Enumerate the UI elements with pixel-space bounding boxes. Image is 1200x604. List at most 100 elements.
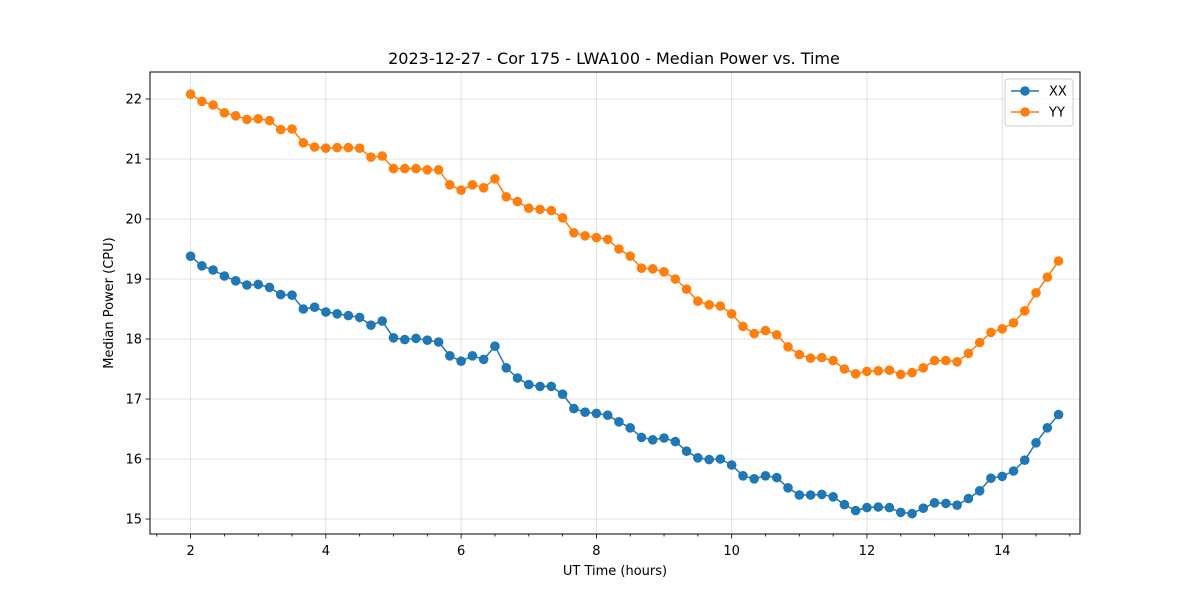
x-tick-label: 10 xyxy=(723,544,740,559)
data-point-yy xyxy=(681,284,692,295)
data-point-yy xyxy=(478,183,489,193)
data-point-yy xyxy=(738,321,748,332)
data-point-xx xyxy=(783,483,793,493)
data-point-xx xyxy=(997,471,1008,482)
data-point-xx xyxy=(354,312,365,323)
y-tick-label: 15 xyxy=(125,513,142,528)
data-point-yy xyxy=(602,234,613,245)
data-point-yy xyxy=(467,180,478,190)
data-point-yy xyxy=(512,196,523,207)
data-point-xx xyxy=(929,498,940,508)
data-point-yy xyxy=(433,165,444,175)
legend-label-xx: XX xyxy=(1049,85,1067,100)
data-point-yy xyxy=(185,89,196,99)
data-point-xx xyxy=(467,351,478,361)
chart-title: 2023-12-27 - Cor 175 - LWA100 - Median P… xyxy=(388,49,840,68)
data-point-yy xyxy=(309,142,320,152)
data-point-xx xyxy=(693,453,703,463)
data-point-yy xyxy=(693,296,703,307)
data-point-xx xyxy=(602,410,613,421)
x-tick-label: 6 xyxy=(457,544,465,559)
data-point-yy xyxy=(817,352,827,363)
y-tick-label: 16 xyxy=(125,453,142,468)
data-point-xx xyxy=(197,261,207,271)
data-point-xx xyxy=(501,363,512,373)
data-point-yy xyxy=(771,330,782,340)
data-point-yy xyxy=(298,138,309,148)
legend-item-yy: YY xyxy=(1011,106,1065,121)
data-point-xx xyxy=(974,486,985,496)
data-point-xx xyxy=(377,316,388,326)
data-point-xx xyxy=(422,335,433,346)
data-point-xx xyxy=(726,460,737,470)
data-point-yy xyxy=(614,244,624,254)
data-point-yy xyxy=(490,174,500,184)
data-point-yy xyxy=(986,327,996,338)
data-point-xx xyxy=(659,433,669,443)
legend-marker-yy xyxy=(1020,107,1030,117)
data-point-xx xyxy=(388,333,399,343)
y-tick-label: 20 xyxy=(125,213,142,228)
x-tick-label: 8 xyxy=(592,544,600,559)
data-point-yy xyxy=(591,232,602,243)
data-point-yy xyxy=(275,124,286,135)
data-point-yy xyxy=(253,114,264,124)
data-point-yy xyxy=(873,366,884,376)
data-point-xx xyxy=(839,499,850,510)
y-axis: 15 16 17 18 19 20 21 22 xyxy=(125,93,150,528)
y-tick-label: 22 xyxy=(125,93,142,108)
y-tick-label: 17 xyxy=(125,393,142,408)
y-tick-label: 21 xyxy=(125,153,142,168)
data-point-xx xyxy=(760,471,771,481)
data-point-xx xyxy=(242,280,252,290)
data-point-xx xyxy=(681,446,692,457)
data-point-yy xyxy=(941,355,951,366)
data-point-yy xyxy=(636,263,647,274)
data-point-yy xyxy=(1053,256,1064,266)
data-point-xx xyxy=(309,302,320,313)
data-point-xx xyxy=(490,341,500,352)
data-point-yy xyxy=(219,108,230,118)
data-point-xx xyxy=(1053,409,1064,420)
data-point-yy xyxy=(963,348,974,359)
data-point-xx xyxy=(343,310,354,321)
data-point-yy xyxy=(287,124,297,134)
data-point-yy xyxy=(839,364,850,374)
data-point-yy xyxy=(794,349,805,360)
data-point-xx xyxy=(512,373,523,383)
data-point-yy xyxy=(456,185,466,195)
data-point-yy xyxy=(862,366,872,377)
data-point-yy xyxy=(805,353,816,364)
data-point-yy xyxy=(783,342,793,352)
data-point-xx xyxy=(704,454,714,465)
legend-label-yy: YY xyxy=(1048,106,1065,121)
legend-item-xx: XX xyxy=(1011,85,1067,100)
data-point-xx xyxy=(670,436,681,447)
data-point-yy xyxy=(366,152,376,162)
data-point-yy xyxy=(647,264,658,274)
data-point-xx xyxy=(850,505,861,516)
data-point-xx xyxy=(185,251,196,261)
grid-layer xyxy=(150,72,1080,534)
data-point-xx xyxy=(591,408,602,419)
data-point-xx xyxy=(546,381,557,392)
data-point-xx xyxy=(287,290,297,301)
data-point-xx xyxy=(941,498,951,509)
data-point-yy xyxy=(546,205,557,216)
data-point-xx xyxy=(478,354,489,365)
data-point-xx xyxy=(230,276,241,286)
y-tick-label: 19 xyxy=(125,273,142,288)
legend: XX YY xyxy=(1004,78,1074,127)
data-point-xx xyxy=(647,435,658,445)
data-point-yy xyxy=(1008,318,1019,328)
data-point-yy xyxy=(828,355,838,366)
data-point-yy xyxy=(625,251,636,261)
data-point-xx xyxy=(918,503,929,513)
data-point-xx xyxy=(1031,438,1041,448)
data-point-xx xyxy=(794,490,805,500)
data-point-xx xyxy=(411,333,421,344)
data-point-yy xyxy=(895,369,906,380)
data-point-xx xyxy=(456,356,466,367)
data-point-yy xyxy=(399,163,410,174)
